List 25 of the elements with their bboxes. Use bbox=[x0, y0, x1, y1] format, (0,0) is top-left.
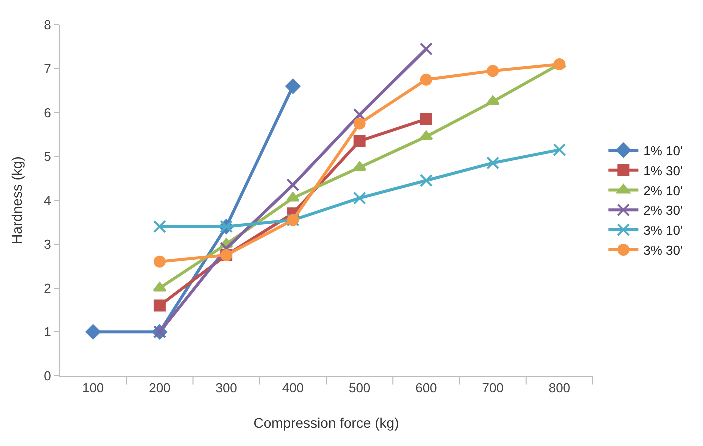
y-tick-label: 4 bbox=[44, 193, 52, 208]
y-tick-label: 0 bbox=[44, 368, 52, 384]
x-tick-label: 700 bbox=[482, 380, 504, 396]
legend-label: 1% 10' bbox=[644, 144, 684, 159]
legend-label: 1% 30' bbox=[644, 163, 684, 178]
y-tick-label: 5 bbox=[44, 149, 52, 164]
y-tick-label: 3 bbox=[44, 236, 52, 252]
x-tick-label: 400 bbox=[282, 380, 304, 396]
x-axis-title: Compression force (kg) bbox=[254, 415, 400, 431]
legend-label: 3% 30' bbox=[644, 243, 684, 258]
legend-label: 2% 30' bbox=[644, 203, 684, 218]
x-tick-label: 600 bbox=[416, 380, 438, 396]
y-tick-label: 6 bbox=[44, 105, 52, 120]
y-tick-label: 1 bbox=[44, 324, 52, 340]
x-tick-label: 100 bbox=[82, 380, 104, 396]
x-tick-label: 500 bbox=[348, 380, 371, 396]
x-tick-label: 300 bbox=[216, 380, 238, 396]
y-tick-label: 8 bbox=[44, 18, 52, 33]
y-tick-label: 7 bbox=[44, 61, 52, 76]
x-tick-label: 200 bbox=[149, 380, 171, 396]
y-tick-label: 2 bbox=[44, 280, 52, 296]
x-tick-label: 800 bbox=[548, 380, 571, 396]
legend-label: 2% 10' bbox=[644, 183, 684, 198]
legend-label: 3% 10' bbox=[644, 223, 684, 238]
y-axis-title: Hardness (kg) bbox=[9, 156, 25, 244]
